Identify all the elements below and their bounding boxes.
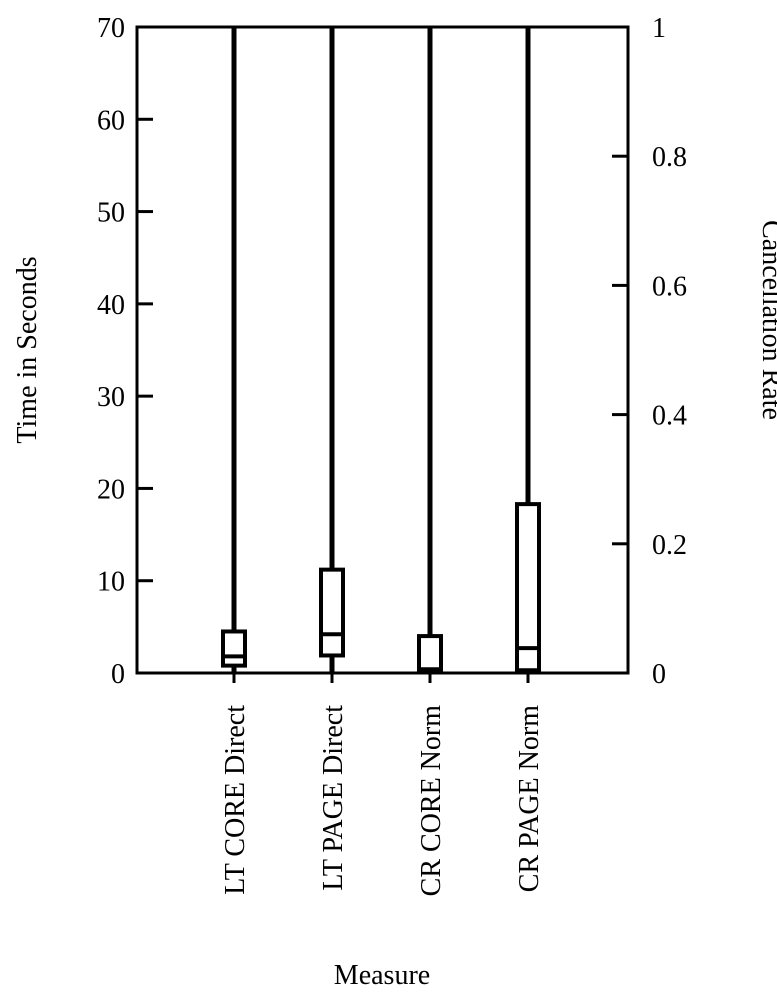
y-right-tick-label: 0.4 [652,401,687,432]
y-left-tick-label: 30 [97,382,125,413]
y-right-tick-label: 0.8 [652,142,687,173]
plot-frame [135,25,630,675]
y-axis-left-title: Time in Seconds [12,256,43,443]
y-right-tick-label: 0.2 [652,530,687,561]
box-plot-series [319,27,345,673]
y-right-tick-label: 1 [652,13,666,44]
x-axis-title: Measure [334,960,430,991]
y-right-tick-label: 0.6 [652,271,687,302]
axis-layer: 0 10 20 30 40 50 60 70 0 0.2 0.4 0.6 0.8 1 LT CORE Dir… [97,13,687,896]
box-plot-series [417,27,443,673]
box-iqr [515,502,541,673]
y-left-tick-label: 10 [97,567,125,598]
x-category-label: CR PAGE Norm [514,705,545,892]
y-left-tick-label: 70 [97,13,125,44]
box-iqr [221,629,247,668]
y-left-tick-label: 40 [97,290,125,321]
box-iqr [417,634,443,673]
y-left-tick-label: 60 [97,105,125,136]
box-plot-series [515,27,541,673]
y-axis-right-title: Cancellation Rate [756,220,777,420]
x-category-label: LT PAGE Direct [318,705,349,891]
label-layer: Time in Seconds Cancellation Rate Measur… [12,220,777,991]
plot-layer [221,27,541,673]
y-left-tick-label: 20 [97,474,125,505]
box-plot-series [221,27,247,673]
x-category-label: CR CORE Norm [416,705,447,897]
box-iqr [319,567,345,658]
x-category-label: LT CORE Direct [220,705,251,895]
y-left-tick-label: 50 [97,198,125,229]
y-right-tick-label: 0 [652,659,666,690]
y-left-tick-label: 0 [111,659,125,690]
